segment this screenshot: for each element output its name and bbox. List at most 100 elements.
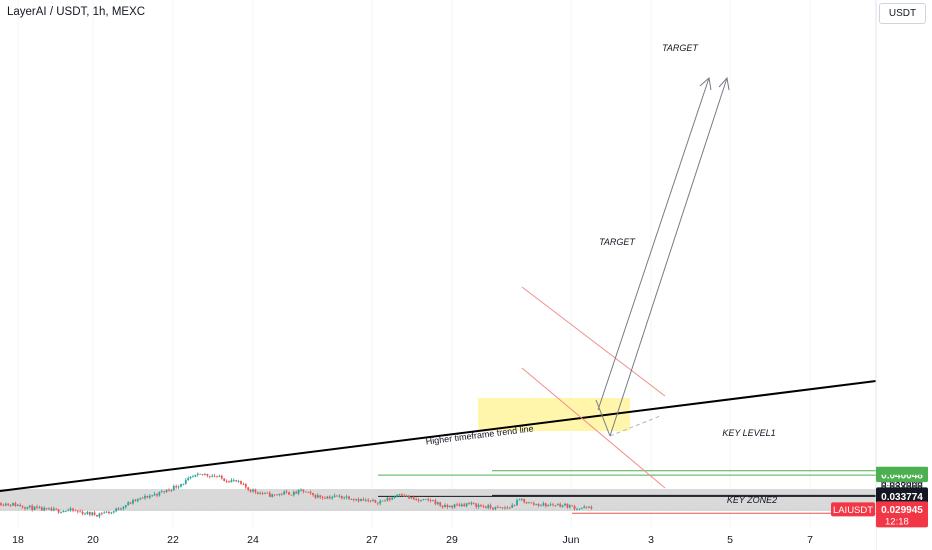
candle-body <box>86 511 89 514</box>
candle-body <box>204 474 206 475</box>
candle-body <box>300 489 302 491</box>
candle-body <box>247 487 250 490</box>
candle-body <box>376 502 379 504</box>
symbol-tag-text: LAIUSDT <box>833 505 873 516</box>
candle-body <box>163 491 166 493</box>
candle-body <box>453 504 456 508</box>
candle-body <box>439 502 442 506</box>
candle-body <box>60 512 62 513</box>
candle-body <box>355 499 358 501</box>
candle-body <box>520 498 523 500</box>
candle-body <box>136 498 139 501</box>
candle-body <box>108 511 110 514</box>
candle-body <box>76 510 79 512</box>
candle-body <box>364 499 367 501</box>
candle-body <box>302 489 305 492</box>
candle-body <box>542 503 545 506</box>
candle-body <box>211 475 214 477</box>
target-high-tag-bg <box>876 466 928 475</box>
candle-body <box>400 494 403 496</box>
x-tick-label: 29 <box>446 534 458 546</box>
candle-body <box>494 506 497 510</box>
candle-body <box>513 505 516 506</box>
candle-body <box>319 495 322 498</box>
candle-body <box>588 506 590 508</box>
candle-body <box>561 505 564 507</box>
candle-body <box>314 495 317 498</box>
candle-body <box>55 508 58 510</box>
candle-body <box>456 504 458 506</box>
candle-body <box>52 508 55 511</box>
candle-body <box>571 505 574 507</box>
candle-body <box>484 506 487 508</box>
candle-body <box>36 506 38 508</box>
candle-body <box>240 481 242 484</box>
candle-body <box>535 503 538 505</box>
candle-body <box>127 502 130 506</box>
last-price-tag-price: 0.029945 <box>881 505 923 516</box>
chart-title: LayerAI / USDT, 1h, MEXC <box>7 6 146 18</box>
candle-body <box>21 506 24 508</box>
arrow-1-head <box>699 77 712 91</box>
candle-body <box>168 489 170 491</box>
candle-body <box>345 496 348 498</box>
candle-body <box>0 503 2 506</box>
candle-body <box>429 500 432 502</box>
candle-body <box>88 511 91 515</box>
candle-body <box>410 497 413 499</box>
x-tick-label: 24 <box>247 534 259 546</box>
candle-body <box>331 497 334 499</box>
candle-body <box>43 507 46 511</box>
candle-body <box>547 504 550 507</box>
candle-body <box>568 505 571 508</box>
candle-body <box>91 512 94 515</box>
candle-body <box>393 496 396 499</box>
candle-body <box>583 506 586 509</box>
candle-body <box>2 505 5 507</box>
candle-body <box>110 512 113 514</box>
candle-body <box>511 505 514 508</box>
candle-body <box>192 476 194 478</box>
candle-body <box>506 507 509 509</box>
candle-body <box>396 495 398 497</box>
candle-body <box>499 507 502 509</box>
candle-body <box>194 474 197 477</box>
x-tick-label: 7 <box>807 534 813 546</box>
candle-body <box>146 495 149 498</box>
candle-body <box>120 508 122 510</box>
candle-body <box>496 506 499 508</box>
candle-body <box>48 508 50 510</box>
candle-body <box>427 499 430 501</box>
candle-body <box>458 504 461 507</box>
candle-body <box>151 495 154 497</box>
target-tag-text: 0.040048 <box>881 471 923 482</box>
candle-body <box>489 505 492 508</box>
candle-body <box>441 505 444 508</box>
currency-button[interactable]: USDT <box>879 3 926 24</box>
candle-body <box>235 480 238 482</box>
candle-body <box>470 502 473 505</box>
candle-body <box>180 484 182 487</box>
candle-body <box>379 500 382 504</box>
candle-body <box>434 500 437 505</box>
candle-body <box>381 500 384 502</box>
candle-body <box>117 508 120 510</box>
candle-body <box>451 505 454 508</box>
candle-body <box>384 500 386 502</box>
last-price-tag-bg <box>876 501 928 528</box>
price-axis[interactable] <box>876 0 932 550</box>
candle-body <box>432 500 434 502</box>
candle-body <box>244 484 247 488</box>
candle-body <box>290 494 293 496</box>
candle-body <box>369 500 372 502</box>
time-axis[interactable] <box>0 528 876 550</box>
candle-body <box>208 475 211 477</box>
candle-body <box>372 500 374 502</box>
candle-body <box>472 502 475 504</box>
candle-body <box>72 508 74 511</box>
x-tick-label: 20 <box>87 534 99 546</box>
candle-body <box>261 493 264 494</box>
candle-body <box>228 481 230 483</box>
candle-body <box>415 499 418 500</box>
